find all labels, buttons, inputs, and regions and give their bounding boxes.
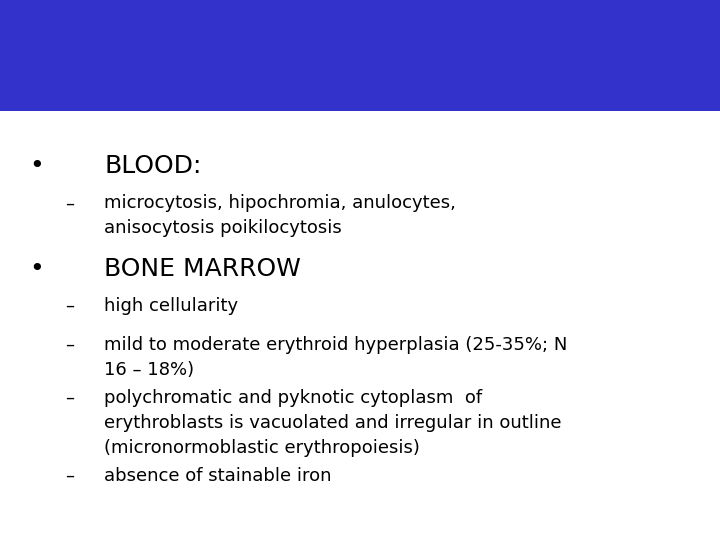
Text: –: – (65, 389, 73, 407)
Text: •: • (29, 256, 43, 280)
Text: •: • (29, 154, 43, 178)
Text: microcytosis, hipochromia, anulocytes,
anisocytosis poikilocytosis: microcytosis, hipochromia, anulocytes, a… (104, 194, 456, 238)
Text: absence of stainable iron: absence of stainable iron (104, 467, 332, 485)
Text: polychromatic and pyknotic cytoplasm  of
erythroblasts is vacuolated and irregul: polychromatic and pyknotic cytoplasm of … (104, 389, 562, 457)
Text: mild to moderate erythroid hyperplasia (25-35%; N
16 – 18%): mild to moderate erythroid hyperplasia (… (104, 336, 568, 379)
Text: –: – (65, 336, 73, 354)
Text: BONE MARROW: BONE MARROW (104, 256, 301, 280)
Text: –: – (65, 297, 73, 315)
Text: high cellularity: high cellularity (104, 297, 238, 315)
Text: –: – (65, 467, 73, 485)
Text: BONE MARROW SMEAR: BONE MARROW SMEAR (181, 65, 539, 94)
Text: –: – (65, 194, 73, 212)
Text: BLOOD:: BLOOD: (104, 154, 202, 178)
Text: BLOOD AND: BLOOD AND (268, 17, 452, 45)
